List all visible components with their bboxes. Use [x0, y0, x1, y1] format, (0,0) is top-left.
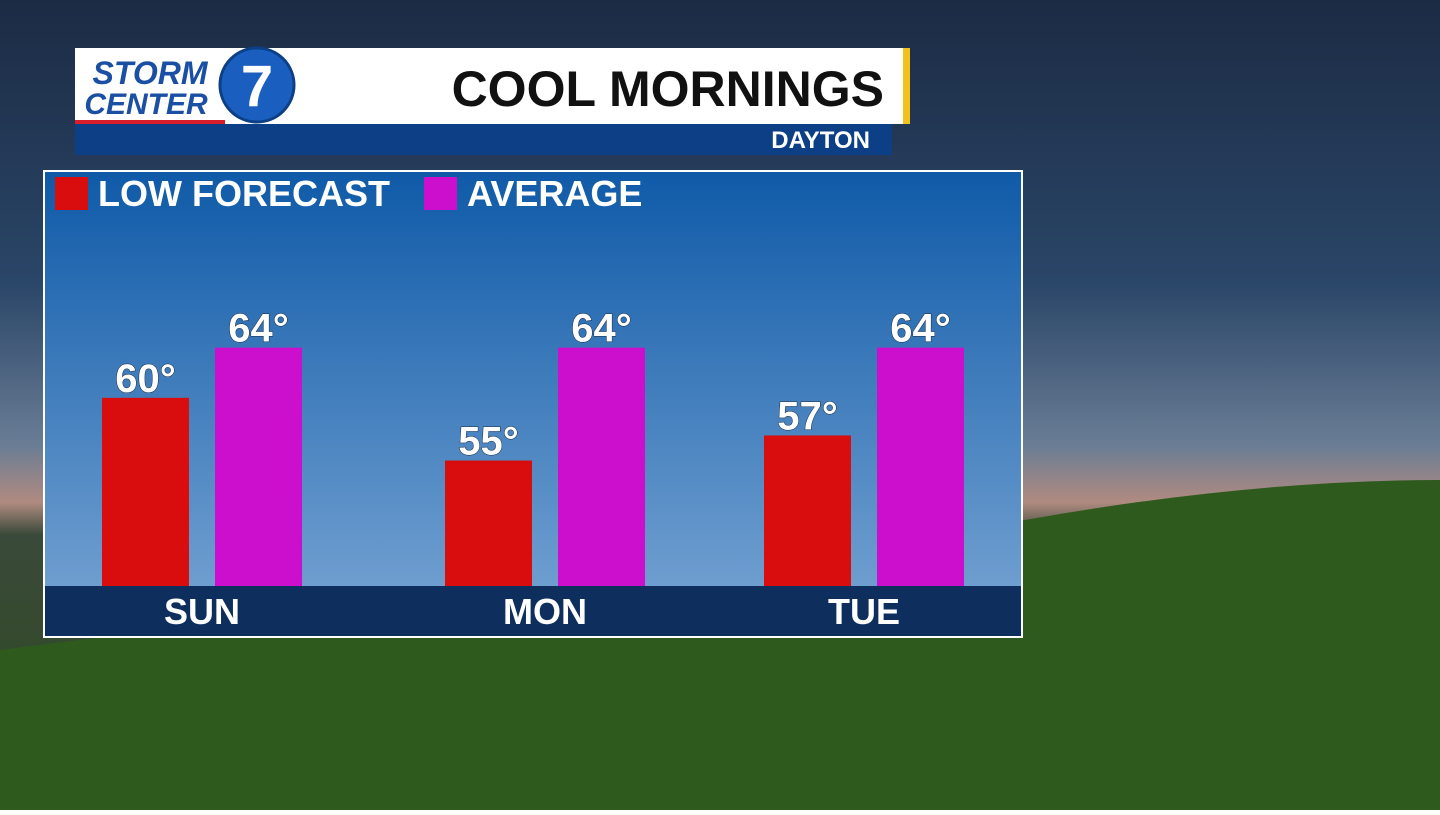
logo-circle — [218, 46, 296, 124]
logo-number: 7 — [241, 54, 273, 119]
value-label: 64° — [571, 307, 632, 351]
bar — [445, 460, 532, 586]
value-label: 55° — [458, 420, 519, 464]
legend-label: LOW FORECAST — [98, 173, 390, 214]
bar — [764, 435, 851, 586]
logo-stripe — [75, 120, 225, 124]
location: DAYTON — [771, 127, 870, 154]
x-tick-label: MON — [503, 591, 587, 632]
bar — [215, 347, 302, 586]
chart-panel — [43, 170, 1023, 638]
title: COOL MORNINGS — [452, 61, 884, 117]
logo-top: STORM — [93, 55, 209, 91]
bar — [102, 397, 189, 586]
bar — [877, 347, 964, 586]
legend-swatch — [55, 177, 88, 210]
location-bar — [75, 124, 892, 155]
legend-label: AVERAGE — [467, 173, 642, 214]
value-label: 57° — [777, 394, 838, 438]
header-box — [75, 48, 910, 124]
x-tick-label: TUE — [828, 591, 900, 632]
legend-swatch — [424, 177, 457, 210]
value-label: 60° — [115, 357, 176, 401]
field — [0, 480, 1440, 810]
value-label: 64° — [890, 307, 951, 351]
x-tick-label: SUN — [164, 591, 240, 632]
value-label: 64° — [228, 307, 289, 351]
category-band — [45, 586, 1021, 636]
bar — [558, 347, 645, 586]
logo-bottom: CENTER — [84, 88, 208, 121]
header-accent — [903, 48, 910, 124]
